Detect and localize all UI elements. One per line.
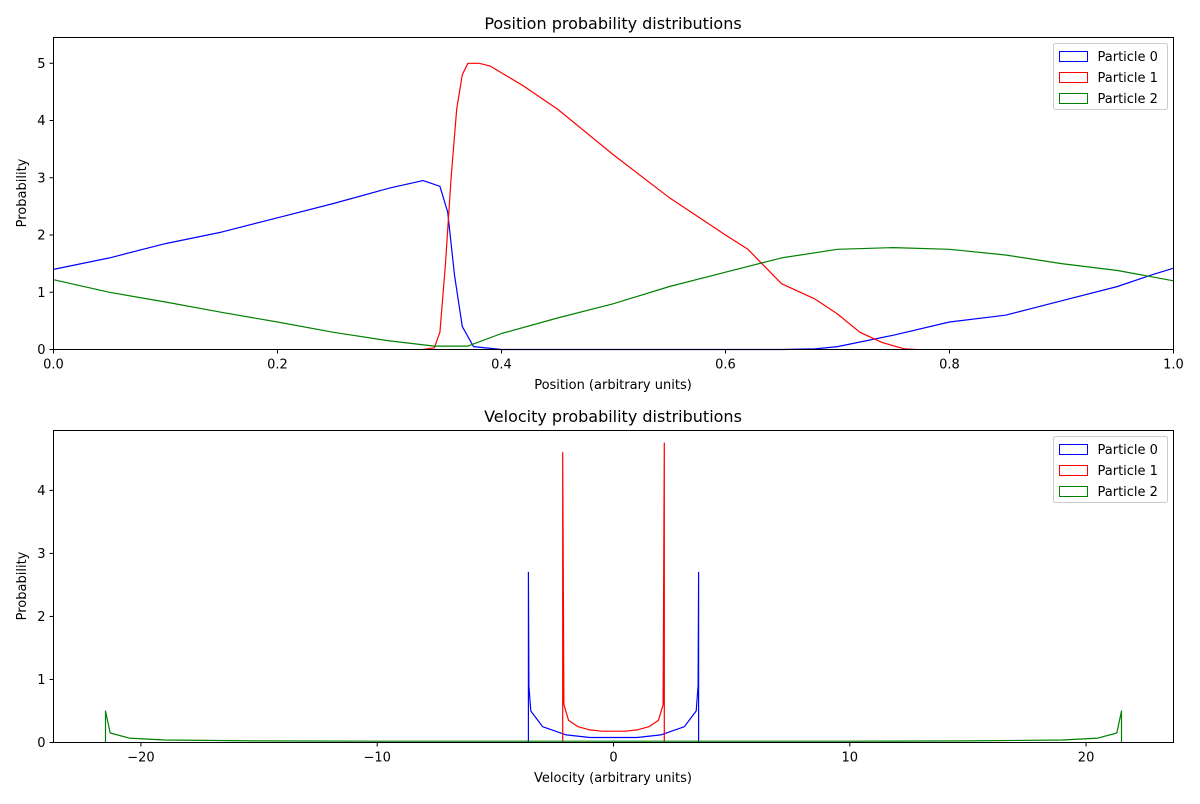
velocity-ytick-label: 0 — [37, 736, 45, 751]
velocity-ytick-label: 2 — [37, 610, 45, 625]
position-series-layer — [53, 62, 1174, 351]
position-legend-swatch-1 — [1059, 72, 1088, 83]
velocity-xtick-label: 10 — [842, 751, 859, 766]
position-ytick-label: 1 — [37, 286, 45, 301]
position-legend-swatch-2 — [1059, 93, 1088, 104]
position-series-particle-0 — [53, 180, 1174, 351]
position-series-particle-2 — [53, 247, 1174, 347]
position-xtick-label: 0.8 — [939, 358, 960, 373]
velocity-series-particle-2 — [104, 710, 1123, 743]
position-xtick-label: 1.0 — [1163, 358, 1184, 373]
position-series-particle-1 — [423, 62, 916, 351]
velocity-tick-layer: −20 −10 0 10 20 0 1 2 3 4 — [37, 484, 1094, 766]
velocity-plot-ylabel: Probability — [15, 551, 30, 620]
position-plot-xlabel: Position (arbitrary units) — [534, 378, 692, 393]
position-plot: Position probability distributions Posit… — [15, 14, 1184, 393]
velocity-legend-label-0: Particle 0 — [1098, 443, 1158, 458]
position-xtick-label: 0.6 — [715, 358, 736, 373]
velocity-series-particle-1 — [562, 442, 665, 743]
velocity-plot-frame — [53, 430, 1174, 743]
velocity-xtick-label: 20 — [1078, 751, 1095, 766]
velocity-legend-swatch-0 — [1059, 444, 1088, 455]
velocity-plot-title: Velocity probability distributions — [484, 407, 742, 426]
position-plot-ylabel: Probability — [15, 158, 30, 227]
position-ytick-label: 2 — [37, 229, 45, 244]
position-plot-frame — [53, 37, 1174, 350]
position-xtick-label: 0.4 — [491, 358, 512, 373]
position-legend-label-1: Particle 1 — [1098, 71, 1158, 86]
velocity-legend-swatch-1 — [1059, 465, 1088, 476]
position-ytick-label: 3 — [37, 171, 45, 186]
position-ytick-label: 4 — [37, 114, 45, 129]
velocity-plot: Velocity probability distributions Veloc… — [15, 407, 1174, 786]
velocity-legend-label-2: Particle 2 — [1098, 485, 1158, 500]
velocity-ytick-label: 4 — [37, 484, 45, 499]
position-ytick-label: 0 — [37, 343, 45, 358]
position-xtick-label: 0.2 — [267, 358, 288, 373]
velocity-ytick-label: 3 — [37, 547, 45, 562]
position-legend-swatch-0 — [1059, 51, 1088, 62]
velocity-series-particle-0 — [527, 571, 700, 743]
velocity-series-layer — [104, 442, 1123, 743]
position-legend: Particle 0 Particle 1 Particle 2 — [1053, 43, 1168, 110]
position-tick-layer: 0.0 0.2 0.4 0.6 0.8 1.0 0 1 2 3 4 5 — [37, 57, 1184, 373]
velocity-xtick-label: 0 — [609, 751, 617, 766]
velocity-plot-xlabel: Velocity (arbitrary units) — [534, 771, 692, 786]
position-plot-title: Position probability distributions — [484, 14, 741, 33]
velocity-xtick-label: −10 — [363, 751, 390, 766]
position-legend-label-0: Particle 0 — [1098, 50, 1158, 65]
velocity-legend: Particle 0 Particle 1 Particle 2 — [1053, 436, 1168, 503]
velocity-legend-label-1: Particle 1 — [1098, 464, 1158, 479]
position-xtick-label: 0.0 — [43, 358, 64, 373]
velocity-legend-swatch-2 — [1059, 486, 1088, 497]
velocity-ytick-label: 1 — [37, 673, 45, 688]
position-legend-label-2: Particle 2 — [1098, 92, 1158, 107]
velocity-xtick-label: −20 — [127, 751, 154, 766]
position-ytick-label: 5 — [37, 57, 45, 72]
